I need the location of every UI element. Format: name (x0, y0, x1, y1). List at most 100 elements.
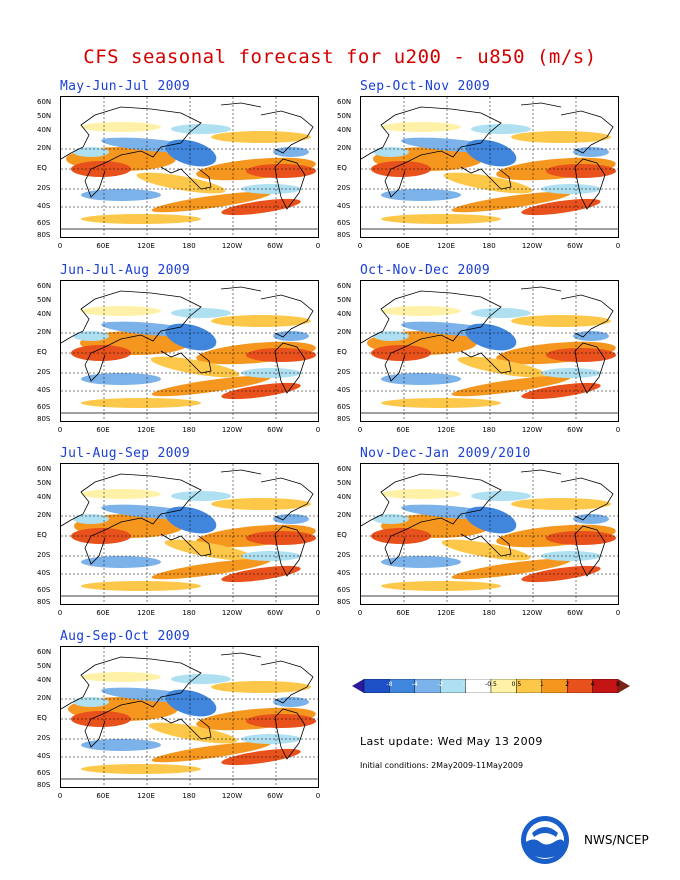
colorbar-svg (352, 678, 630, 694)
coastline (61, 290, 202, 382)
coastline (560, 294, 614, 338)
field-shading (165, 689, 217, 717)
latitude-label: 40N (337, 126, 352, 134)
field-shading (381, 306, 461, 316)
colorbar-label: -2 (437, 681, 444, 688)
coastline (520, 102, 562, 108)
panel-title: Sep-Oct-Nov 2009 (360, 79, 491, 94)
field-shading (246, 531, 316, 545)
field-shading (465, 506, 517, 534)
field-shading (81, 739, 161, 751)
longitude-label: 120W (221, 426, 243, 434)
field-shading (381, 214, 501, 224)
panel-title: Oct-Nov-Dec 2009 (360, 263, 491, 278)
anomaly-map (60, 96, 319, 238)
latitude-label: 20S (37, 551, 51, 559)
latitude-label: 80S (37, 598, 51, 606)
latitude-label: 60N (337, 98, 352, 106)
field-shading (546, 531, 616, 545)
longitude-label: 0 (315, 242, 321, 250)
longitude-label: 120E (437, 609, 455, 617)
longitude-label: 180 (182, 426, 196, 434)
latitude-label: EQ (337, 348, 347, 356)
longitude-label: 60W (267, 426, 283, 434)
coastline (460, 533, 512, 557)
longitude-label: 60E (96, 426, 110, 434)
coastline (220, 286, 262, 292)
longitude-label: 120W (521, 242, 543, 250)
latitude-label: 40N (37, 676, 52, 684)
latitude-label: 80S (337, 415, 351, 423)
latitude-label: 50N (37, 662, 52, 670)
longitude-label: 120E (137, 609, 155, 617)
field-shading (546, 348, 616, 362)
longitude-label: 60W (267, 242, 283, 250)
longitude-label: 120E (137, 242, 155, 250)
field-shading (211, 131, 311, 143)
longitude-label: 0 (357, 609, 363, 617)
field-shading (381, 581, 501, 591)
longitude-label: 60W (567, 426, 583, 434)
noaa-logo (521, 816, 569, 864)
longitude-label: 0 (57, 426, 63, 434)
latitude-label: 40S (37, 569, 51, 577)
colorbar-min-arrow (352, 679, 364, 693)
field-shading (573, 514, 609, 524)
field-shading (273, 147, 309, 157)
field-shading (81, 214, 201, 224)
longitude-label: 120E (437, 242, 455, 250)
coastline (361, 106, 502, 198)
coastline (220, 652, 262, 658)
field-shading (511, 315, 611, 327)
longitude-label: 120W (221, 242, 243, 250)
latitude-label: 40S (337, 202, 351, 210)
coastline (574, 342, 606, 394)
field-shading (373, 147, 409, 157)
anomaly-map (60, 646, 319, 788)
field-shading (373, 331, 409, 341)
coastline (220, 102, 262, 108)
field-shading (381, 189, 461, 201)
map-svg (361, 97, 618, 237)
field-shading (381, 556, 461, 568)
latitude-label: 50N (37, 112, 52, 120)
colorbar-label: 1 (539, 681, 544, 688)
colorbar-label: -1 (462, 681, 469, 688)
coastline (160, 166, 212, 190)
anomaly-map (60, 280, 319, 422)
field-shading (211, 315, 311, 327)
field-shading (381, 373, 461, 385)
latitude-label: 60N (37, 465, 52, 473)
field-shading (171, 491, 231, 501)
agency-label: NWS/NCEP (584, 833, 649, 847)
latitude-label: 40S (37, 752, 51, 760)
field-shading (511, 131, 611, 143)
field-shading (171, 308, 231, 318)
field-shading (148, 722, 238, 744)
latitude-label: 40N (37, 310, 52, 318)
coastline (520, 469, 562, 475)
panel-title: Nov-Dec-Jan 2009/2010 (360, 446, 531, 461)
latitude-label: EQ (337, 531, 347, 539)
coastline (274, 158, 306, 210)
colorbar-swatch (541, 678, 568, 694)
longitude-label: 0 (57, 242, 63, 250)
colorbar-max-arrow (618, 679, 630, 693)
field-shading (73, 697, 109, 707)
coastline (361, 473, 502, 565)
latitude-label: 40N (37, 493, 52, 501)
colorbar-label: -0.5 (485, 681, 497, 688)
longitude-label: 60E (96, 242, 110, 250)
latitude-label: 20N (37, 511, 52, 519)
latitude-label: 20N (37, 694, 52, 702)
field-shading (511, 498, 611, 510)
longitude-label: 0 (615, 426, 621, 434)
longitude-label: 120E (137, 792, 155, 800)
longitude-label: 180 (182, 792, 196, 800)
panel-title: Jul-Aug-Sep 2009 (60, 446, 191, 461)
latitude-label: EQ (37, 531, 47, 539)
field-shading (471, 124, 531, 134)
latitude-label: EQ (37, 714, 47, 722)
longitude-label: 180 (482, 242, 496, 250)
latitude-label: 60S (337, 219, 351, 227)
